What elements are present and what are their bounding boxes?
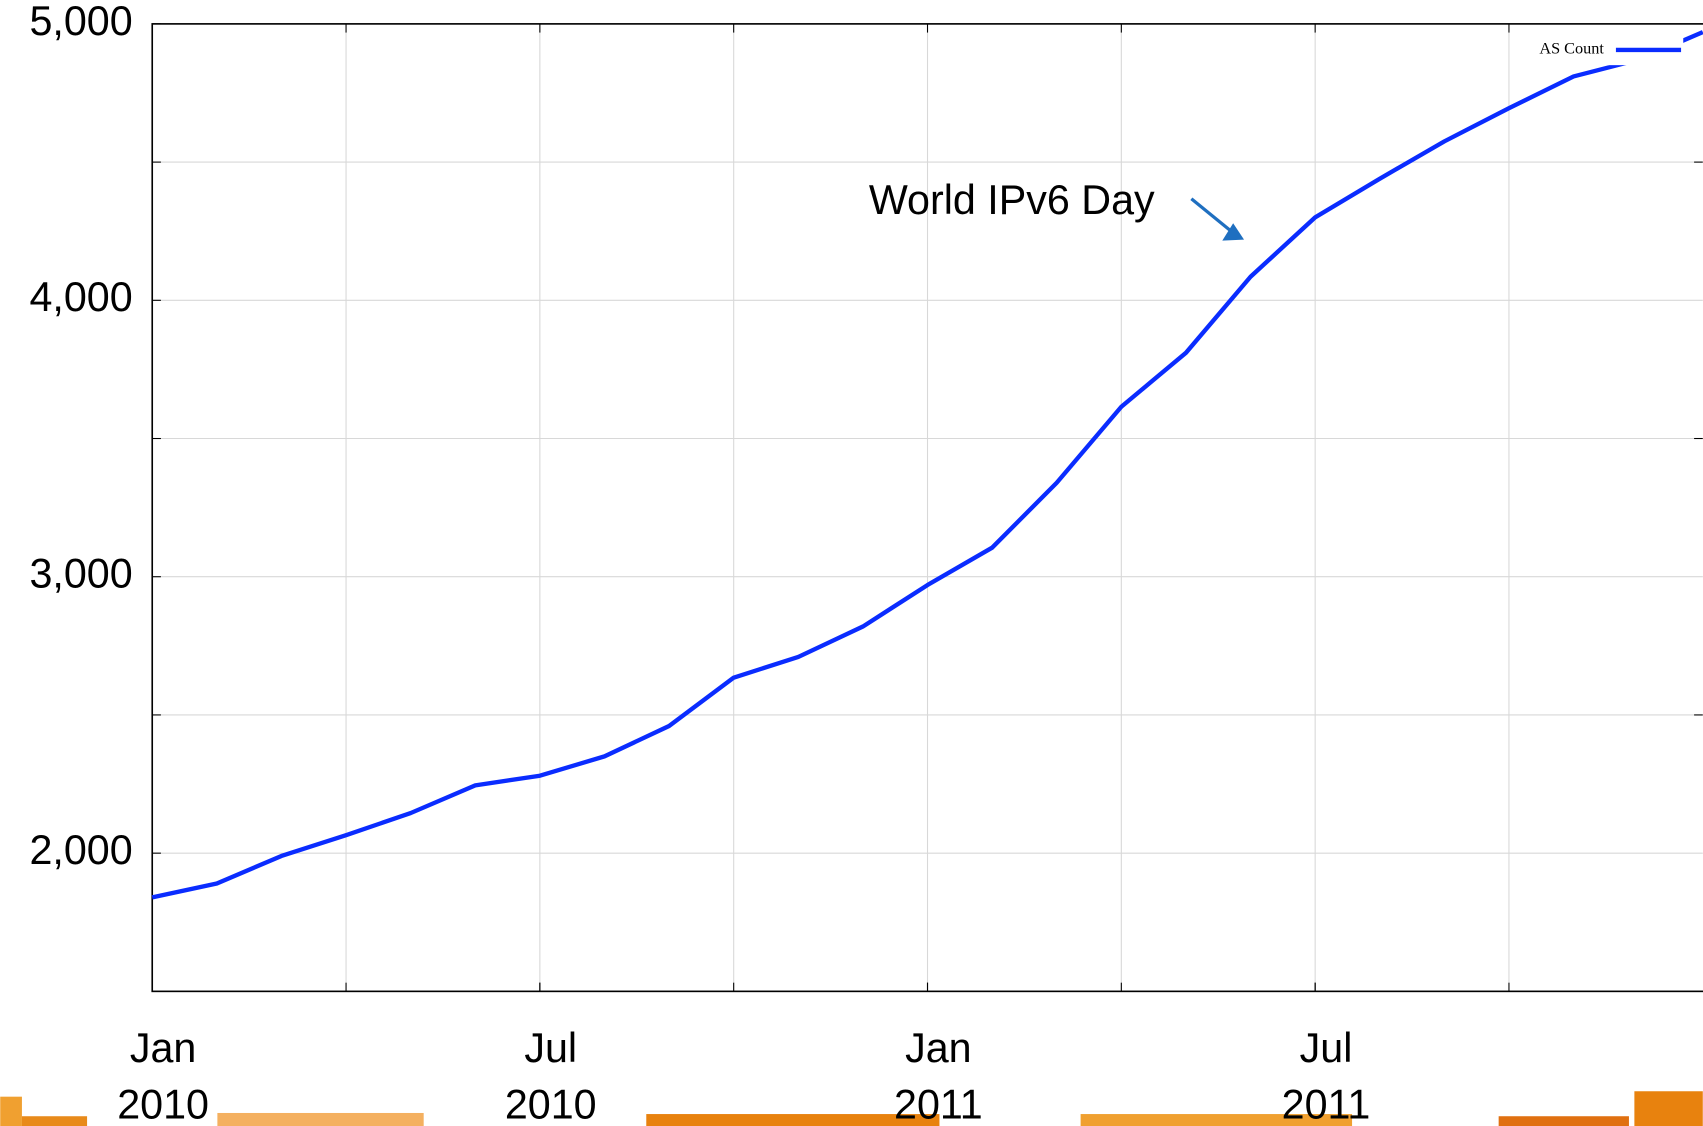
background-decoration <box>0 1091 1703 1126</box>
grid <box>152 24 1703 991</box>
x-tick-label: Jul <box>524 1025 577 1071</box>
legend-label: AS Count <box>1539 39 1604 58</box>
legend: AS Count <box>1510 35 1684 65</box>
x-tick-label: 2011 <box>894 1081 983 1126</box>
y-tick-label: 4,000 <box>29 274 132 320</box>
x-tick-label: 2010 <box>505 1081 597 1126</box>
y-tick-label: 3,000 <box>29 551 132 597</box>
x-tick-label: Jan <box>130 1025 197 1071</box>
annotation-text: World IPv6 Day <box>869 177 1155 223</box>
y-tick-label: 2,000 <box>29 827 132 873</box>
x-tick-label: Jan <box>905 1025 972 1071</box>
y-tick-label: 5,000 <box>29 0 132 44</box>
chart: AS Count 2,000 3,000 4,000 5,000 Jan 2010 Jul 2… <box>0 0 1703 1126</box>
x-tick-label: 2011 <box>1282 1081 1371 1126</box>
x-tick-label: Jul <box>1300 1025 1353 1071</box>
x-tick-label: 2010 <box>117 1081 209 1126</box>
